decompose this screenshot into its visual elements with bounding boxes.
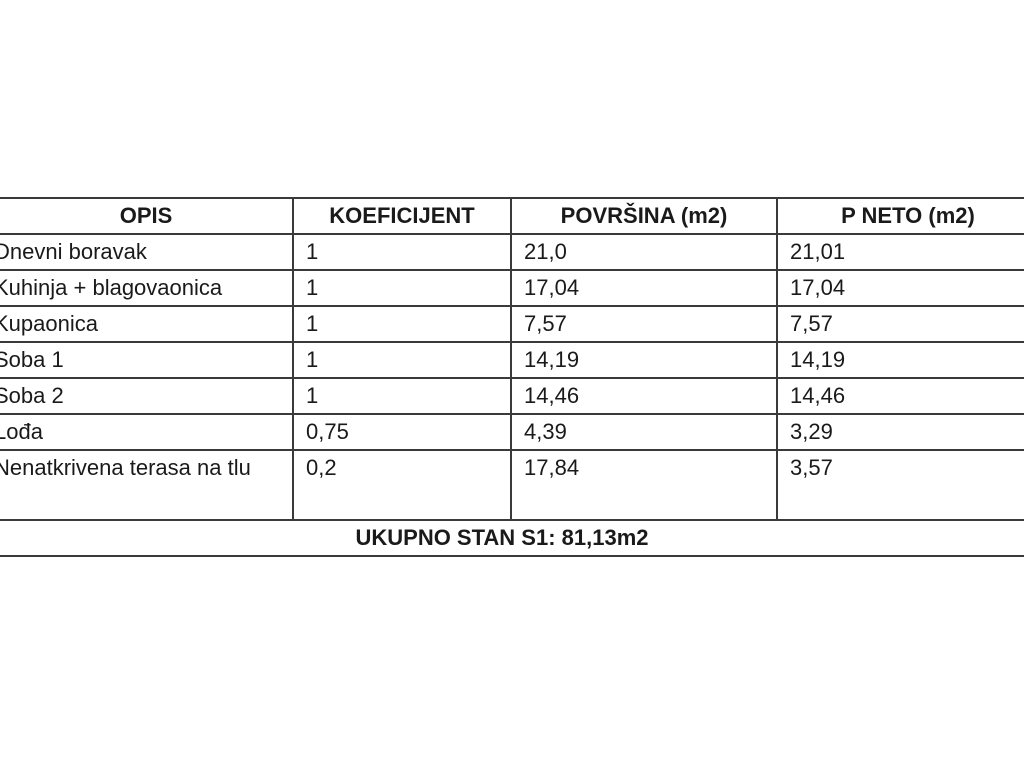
header-povrsina: POVRŠINA (m2) bbox=[510, 197, 778, 235]
total-text: UKUPNO STAN S1: 81,13m2 bbox=[355, 525, 649, 550]
cell-povrsina: 4,39 bbox=[510, 413, 778, 451]
header-opis: OPIS bbox=[0, 197, 294, 235]
table-row: Dnevni boravak 1 21,0 21,01 bbox=[0, 233, 1024, 271]
cell-povrsina: 17,04 bbox=[510, 269, 778, 307]
cell-koeficijent: 1 bbox=[292, 377, 512, 415]
cell-povrsina: 17,84 bbox=[510, 449, 778, 521]
cell-koeficijent: 1 bbox=[292, 341, 512, 379]
table-row: Lođa 0,75 4,39 3,29 bbox=[0, 413, 1024, 451]
total-row: UKUPNO STAN S1: 81,13m2 bbox=[0, 519, 1024, 557]
cell-opis: Lođa bbox=[0, 413, 294, 451]
cell-opis: Dnevni boravak bbox=[0, 233, 294, 271]
table-row: Kupaonica 1 7,57 7,57 bbox=[0, 305, 1024, 343]
table-row: Kuhinja + blagovaonica 1 17,04 17,04 bbox=[0, 269, 1024, 307]
cell-povrsina: 14,19 bbox=[510, 341, 778, 379]
cell-povrsina: 14,46 bbox=[510, 377, 778, 415]
cell-opis: Kuhinja + blagovaonica bbox=[0, 269, 294, 307]
header-koeficijent: KOEFICIJENT bbox=[292, 197, 512, 235]
cell-neto: 7,57 bbox=[776, 305, 1024, 343]
cell-koeficijent: 0,2 bbox=[292, 449, 512, 521]
cell-opis: Soba 1 bbox=[0, 341, 294, 379]
cell-neto: 14,46 bbox=[776, 377, 1024, 415]
total-cell: UKUPNO STAN S1: 81,13m2 bbox=[0, 519, 1024, 557]
cell-opis: Kupaonica bbox=[0, 305, 294, 343]
cell-koeficijent: 1 bbox=[292, 269, 512, 307]
cell-povrsina: 21,0 bbox=[510, 233, 778, 271]
cell-koeficijent: 0,75 bbox=[292, 413, 512, 451]
cell-neto: 14,19 bbox=[776, 341, 1024, 379]
table-row: Soba 1 1 14,19 14,19 bbox=[0, 341, 1024, 379]
cell-koeficijent: 1 bbox=[292, 305, 512, 343]
area-table: OPIS KOEFICIJENT POVRŠINA (m2) P NETO (m… bbox=[0, 197, 1024, 557]
cell-opis: Soba 2 bbox=[0, 377, 294, 415]
cell-neto: 3,29 bbox=[776, 413, 1024, 451]
cell-opis: Nenatkrivena terasa na tlu bbox=[0, 449, 294, 521]
header-neto: P NETO (m2) bbox=[776, 197, 1024, 235]
cell-koeficijent: 1 bbox=[292, 233, 512, 271]
table-row: Soba 2 1 14,46 14,46 bbox=[0, 377, 1024, 415]
table-row: Nenatkrivena terasa na tlu 0,2 17,84 3,5… bbox=[0, 449, 1024, 521]
cell-neto: 3,57 bbox=[776, 449, 1024, 521]
cell-neto: 21,01 bbox=[776, 233, 1024, 271]
header-row: OPIS KOEFICIJENT POVRŠINA (m2) P NETO (m… bbox=[0, 197, 1024, 235]
cell-neto: 17,04 bbox=[776, 269, 1024, 307]
cell-povrsina: 7,57 bbox=[510, 305, 778, 343]
